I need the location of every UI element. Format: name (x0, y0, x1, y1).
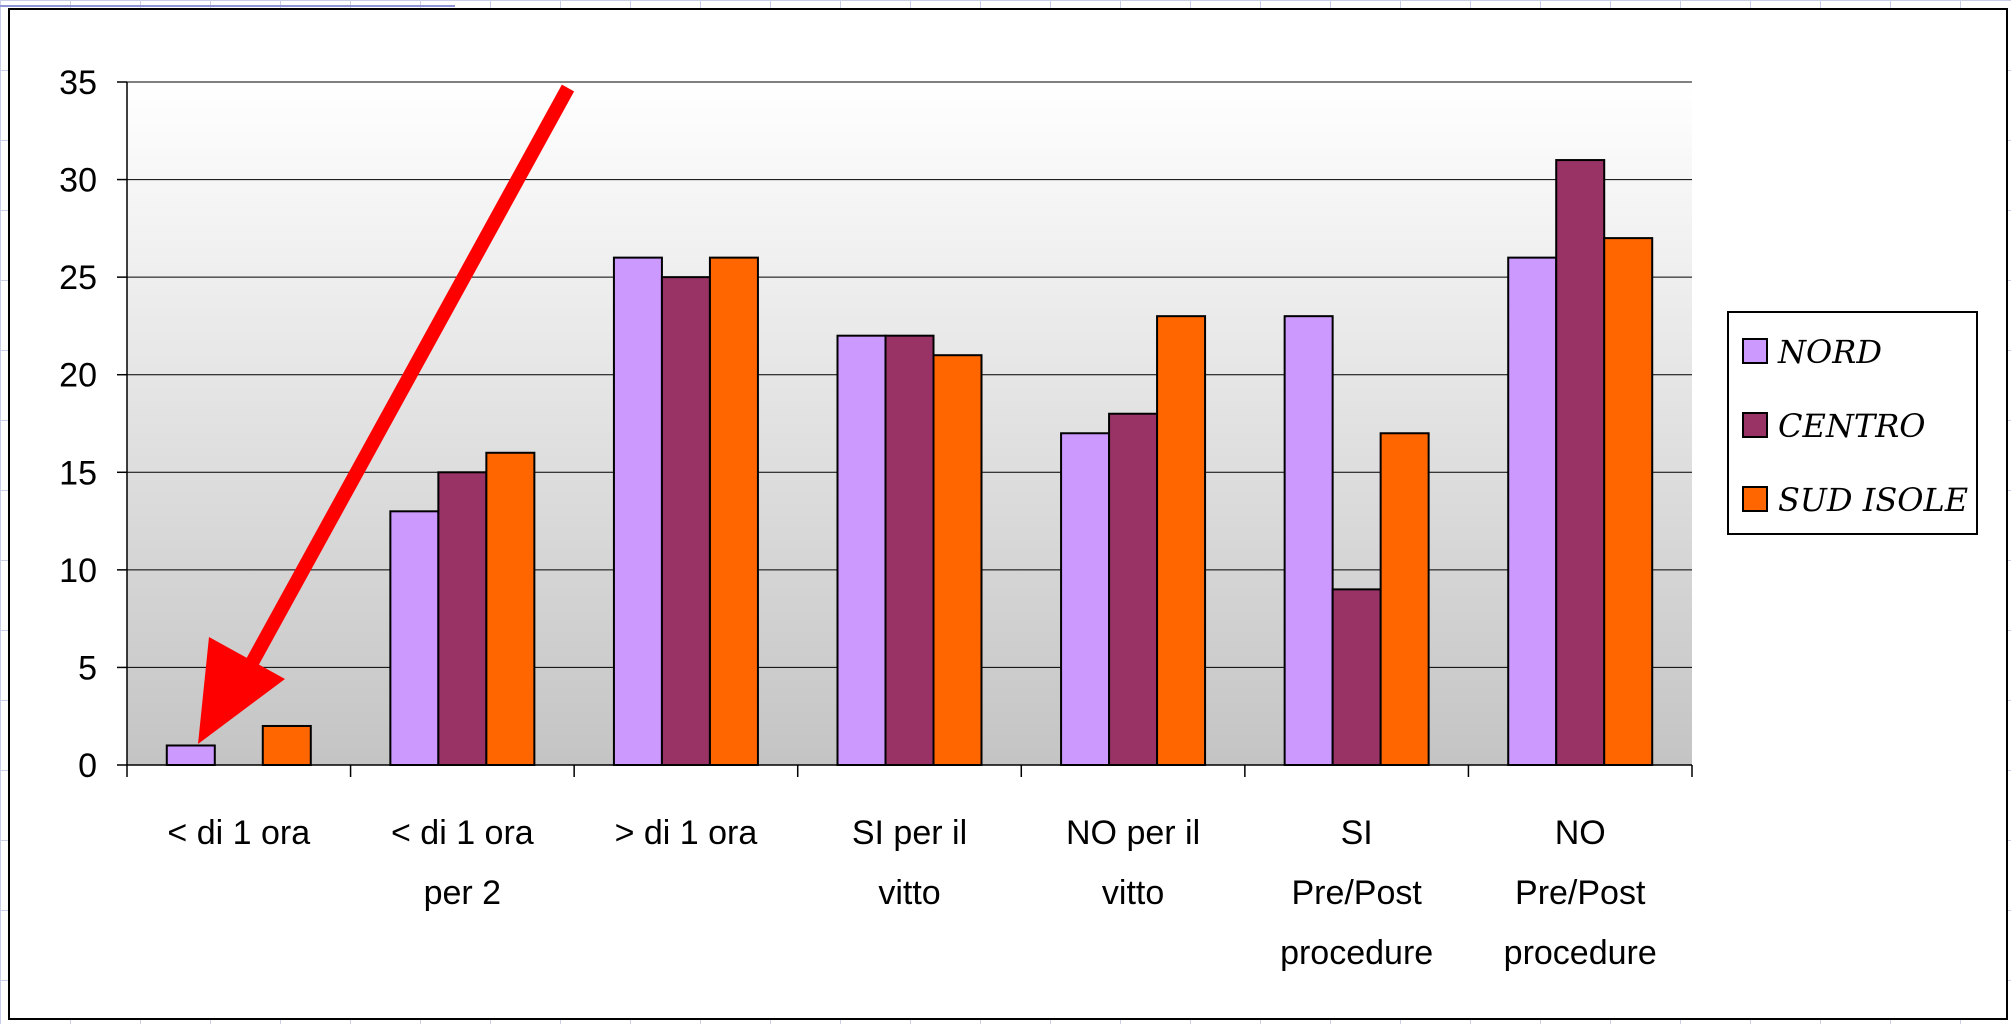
legend-label: CENTRO (1778, 407, 1926, 445)
legend-swatch (1742, 338, 1768, 364)
x-tick-label: < di 1 ora (167, 814, 310, 852)
x-tick-label: NO per il vitto (1066, 814, 1200, 912)
bar (836, 334, 887, 766)
bar (165, 744, 216, 767)
bar (1331, 588, 1382, 766)
legend: NORD CENTRO SUD ISOLE (1727, 311, 1978, 535)
bar (1108, 412, 1159, 766)
bar (1379, 432, 1430, 766)
axes (117, 81, 1693, 777)
bar (1603, 237, 1654, 767)
bar (660, 276, 711, 766)
bar (612, 256, 663, 766)
bar (1507, 256, 1558, 766)
bar (1283, 315, 1334, 766)
bar (1555, 159, 1606, 767)
y-tick-label: 5 (78, 649, 97, 687)
legend-label: NORD (1777, 333, 1882, 371)
y-tick-label: 30 (59, 162, 97, 200)
bar (389, 510, 440, 767)
x-tick-label: SI per il vitto (852, 814, 967, 912)
x-tick-label: SI Pre/Post procedure (1280, 814, 1433, 972)
bar (485, 451, 536, 766)
legend-swatch (1742, 486, 1768, 512)
y-tick-label: 35 (59, 64, 97, 102)
top-rule (0, 0, 455, 7)
arrow-annotation (198, 84, 575, 744)
bar (1060, 432, 1111, 766)
bar (261, 724, 312, 767)
arrow-head (198, 637, 285, 744)
bar (437, 471, 488, 766)
y-axis-ticks: 0 5 10 15 20 25 30 35 (59, 64, 97, 785)
y-tick-label: 10 (59, 552, 97, 590)
y-tick-label: 25 (59, 259, 97, 297)
bar (708, 256, 759, 766)
y-tick-label: 20 (59, 357, 97, 395)
bar (884, 334, 935, 766)
x-tick-label: NO Pre/Post procedure (1504, 814, 1657, 972)
y-tick-label: 0 (78, 747, 97, 785)
x-axis-labels: < di 1 ora < di 1 ora per 2 > di 1 ora SI pe… (167, 814, 1656, 972)
legend-box (1727, 311, 1978, 535)
legend-swatch (1742, 412, 1768, 438)
bar (1156, 315, 1207, 766)
x-tick-label: > di 1 ora (615, 814, 758, 852)
bar (932, 354, 983, 766)
arrow-shaft (241, 84, 575, 674)
y-tick-label: 15 (59, 454, 97, 492)
legend-label: SUD ISOLE (1778, 481, 1968, 519)
x-tick-label: < di 1 ora per 2 (391, 814, 534, 912)
bars (165, 159, 1654, 767)
